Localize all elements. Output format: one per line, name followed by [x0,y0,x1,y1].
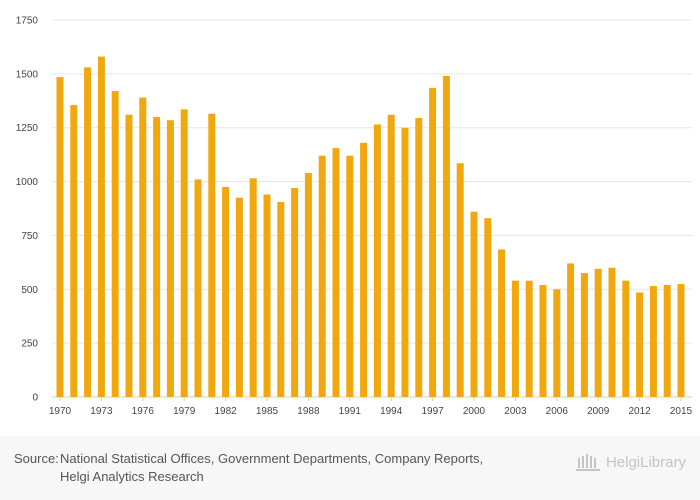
x-tick-label: 2009 [587,406,610,417]
bar-1996[interactable] [415,118,423,398]
bar-1980[interactable] [194,179,202,397]
bar-1997[interactable] [429,87,437,398]
x-tick-label: 1991 [339,406,362,417]
y-tick-label: 750 [21,231,38,242]
bar-1976[interactable] [139,97,147,397]
bar-1977[interactable] [153,116,161,397]
x-tick-label: 1970 [49,406,72,417]
source-text-line1: National Statistical Offices, Government… [60,451,484,466]
bar-1989[interactable] [318,155,326,397]
bar-2002[interactable] [498,249,506,397]
x-tick-label: 1985 [256,406,279,417]
bar-1987[interactable] [291,188,299,397]
y-axis: 0 250 500 750 1000 1250 1500 1750 [16,16,39,404]
bar-1978[interactable] [166,120,174,397]
helgi-library-logo[interactable]: HelgiLibrary [575,452,686,472]
bar-1975[interactable] [125,114,133,397]
bar-1981[interactable] [208,113,216,397]
bar-2014[interactable] [663,284,671,397]
bar-1984[interactable] [249,178,257,397]
y-tick-label: 500 [21,285,38,296]
bar-1979[interactable] [180,109,188,397]
bar-1990[interactable] [332,148,340,397]
bar-1982[interactable] [222,186,230,397]
bar-1970[interactable] [56,77,64,398]
x-tick-label: 1997 [421,406,444,417]
bar-2012[interactable] [636,292,644,397]
bar-2005[interactable] [539,284,547,397]
bar-1991[interactable] [346,155,354,397]
bar-1988[interactable] [304,172,312,397]
library-building-icon [575,454,600,471]
x-tick-label: 1976 [132,406,155,417]
y-tick-label: 1000 [16,177,39,188]
x-axis: 1970 1973 1976 1979 1982 1985 1988 1991 1994 1997… [49,397,693,417]
bar-1998[interactable] [442,76,450,398]
bar-1995[interactable] [401,127,409,397]
x-tick-label: 2006 [546,406,569,417]
x-tick-label: 2000 [463,406,486,417]
bar-1972[interactable] [84,67,92,397]
x-tick-label: 2015 [670,406,693,417]
source-label: Source: [14,451,59,466]
bar-2010[interactable] [608,267,616,397]
bar-2006[interactable] [553,289,561,397]
bar-2000[interactable] [470,211,478,397]
source-text-line2: Helgi Analytics Research [60,469,204,484]
bar-1992[interactable] [360,142,368,397]
y-tick-label: 1250 [16,123,39,134]
bar-1974[interactable] [111,91,119,397]
source-note: Source:National Statistical Offices, Gov… [14,450,483,486]
bar-2011[interactable] [622,280,630,397]
bar-2009[interactable] [594,268,602,397]
bar-2013[interactable] [649,286,657,397]
bar-1994[interactable] [387,114,395,397]
bar-2015[interactable] [677,283,685,397]
bar-1971[interactable] [70,105,78,397]
x-tick-label: 1973 [90,406,113,417]
bar-2001[interactable] [484,218,492,397]
x-tick-label: 1994 [380,406,403,417]
bar-2004[interactable] [525,280,533,397]
bar-1983[interactable] [235,197,243,397]
bar-1999[interactable] [456,163,464,397]
bar-1985[interactable] [263,194,271,397]
x-tick-label: 1988 [297,406,320,417]
bar-2003[interactable] [511,280,519,397]
bars [56,56,685,398]
logo-text: HelgiLibrary [605,453,686,471]
bar-1973[interactable] [97,56,105,397]
x-tick-label: 1982 [214,406,237,417]
x-tick-label: 1979 [173,406,196,417]
y-tick-label: 250 [21,339,38,350]
y-tick-label: 1750 [16,16,39,27]
bar-1986[interactable] [277,202,285,397]
bar-2008[interactable] [580,273,588,397]
y-tick-label: 0 [32,393,38,404]
y-tick-label: 1500 [16,69,39,80]
bar-2007[interactable] [567,263,575,397]
footer: Source:National Statistical Offices, Gov… [0,436,700,500]
x-tick-label: 2012 [628,406,651,417]
x-tick-label: 2003 [504,406,527,417]
bar-1993[interactable] [373,124,381,398]
